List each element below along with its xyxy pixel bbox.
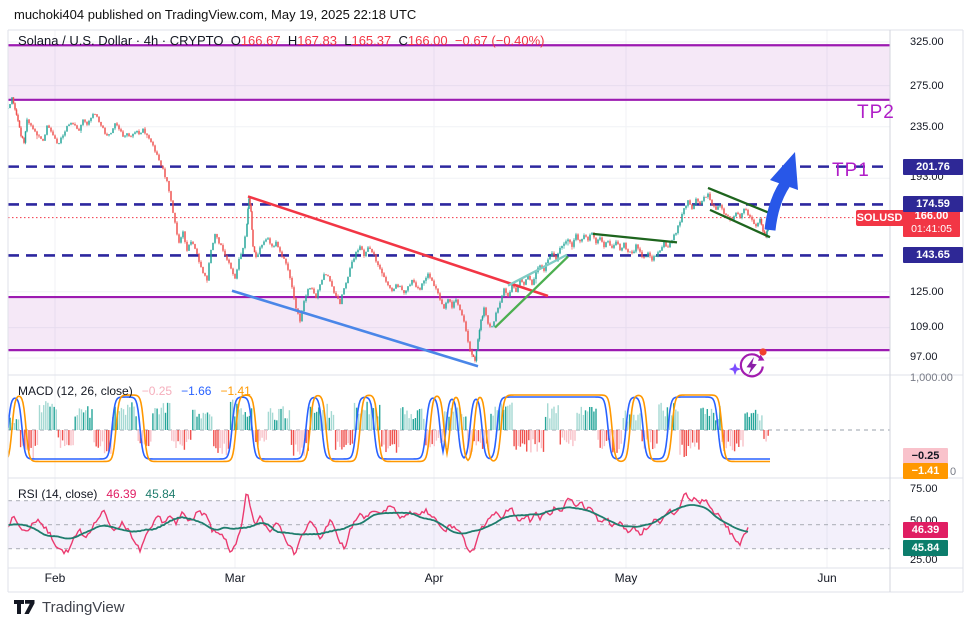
tradingview-logo-mark [14, 600, 35, 614]
time-axis-label: May [614, 571, 638, 585]
current-price-badge: 166.00 01:41:05 [903, 208, 960, 237]
price-axis-label: 97.00 [910, 351, 938, 363]
time-axis-label: Apr [424, 571, 444, 585]
flash-icon[interactable] [729, 344, 769, 384]
tradingview-logo-text: TradingView [42, 599, 125, 616]
bar-countdown: 01:41:05 [911, 223, 952, 235]
time-axis-label: Jun [817, 571, 837, 585]
price-axis-label: 25.00 [910, 554, 938, 566]
price-axis-label: 325.00 [910, 36, 944, 48]
indicator-value: 45.84 [145, 487, 176, 501]
ohlc-high: H167.83 [287, 33, 337, 48]
axis-value-badge: 143.65 [903, 247, 963, 263]
symbol-title[interactable]: Solana / U.S. Dollar · 4h · CRYPTO [18, 33, 224, 48]
price-axis-label: 125.00 [910, 286, 944, 298]
tp1-label: TP1 [832, 160, 870, 181]
ohlc-open: O166.67 [230, 33, 281, 48]
axis-value-badge: −1.41 [903, 463, 948, 479]
indicator-value: −0.25 [141, 384, 173, 398]
price-axis-label: 75.00 [910, 483, 938, 495]
axis-value-badge: −0.25 [903, 448, 948, 464]
price-axis-label: 109.00 [910, 321, 944, 333]
rsi-legend[interactable]: RSI (14, close) 46.39 45.84 [18, 487, 175, 501]
macd-legend[interactable]: MACD (12, 26, close) −0.25 −1.66 −1.41 [18, 384, 251, 398]
price-axis-label: 275.00 [910, 80, 944, 92]
ohlc-close: C166.00 [398, 33, 448, 48]
price-change: −0.67 (−0.40%) [454, 33, 545, 48]
current-price-value: 166.00 [914, 210, 949, 222]
axis-value-badge: 201.76 [903, 159, 963, 175]
axis-value-badge: 46.39 [903, 522, 948, 538]
indicator-value: 46.39 [106, 487, 137, 501]
price-axis-label: 0 [950, 466, 957, 478]
price-axis-label: 1,000.00 [910, 372, 953, 384]
ohlc-low: L165.37 [344, 33, 392, 48]
indicator-value: −1.66 [181, 384, 212, 398]
tradingview-logo[interactable]: TradingView [14, 599, 125, 616]
time-axis-label: Mar [224, 571, 246, 585]
rsi-title: RSI (14, close) [18, 487, 98, 501]
symbol-price-tag: SOLUSD [856, 210, 903, 226]
chart-legend[interactable]: Solana / U.S. Dollar · 4h · CRYPTO O166.… [18, 33, 545, 48]
indicator-value: −1.41 [220, 384, 251, 398]
macd-title: MACD (12, 26, close) [18, 384, 133, 398]
axis-value-badge: 174.59 [903, 196, 963, 212]
tp2-label: TP2 [857, 102, 895, 123]
attribution-text: muchoki404 published on TradingView.com,… [14, 7, 417, 22]
up-arrow [758, 138, 810, 242]
axis-value-badge: 45.84 [903, 540, 948, 556]
price-axis-label: 235.00 [910, 121, 944, 133]
time-axis-label: Feb [44, 571, 66, 585]
